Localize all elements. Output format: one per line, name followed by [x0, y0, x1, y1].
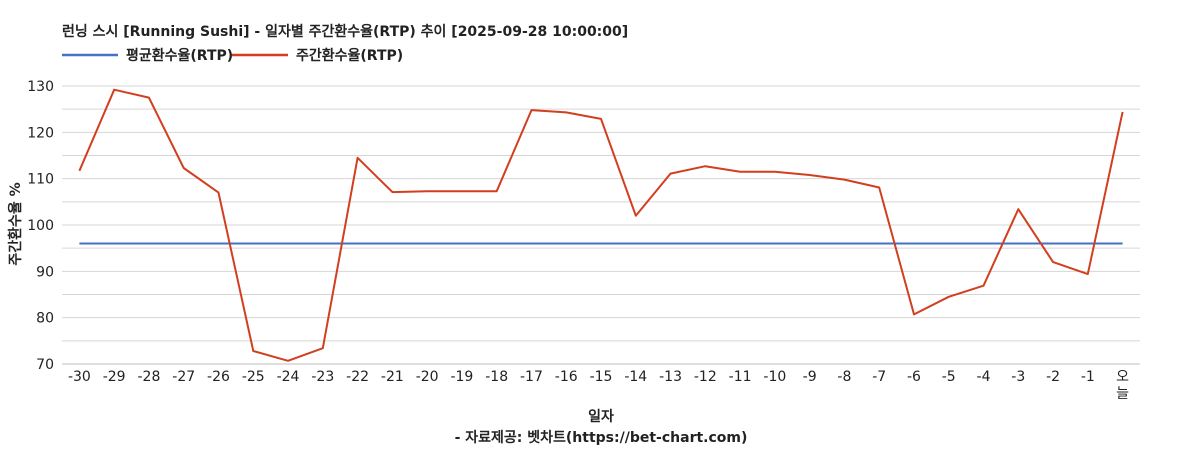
series-line-weekly [78, 88, 1124, 362]
x-tick-label: -25 [242, 369, 265, 385]
grid [62, 85, 1140, 365]
y-tick-label: 100 [27, 218, 54, 234]
x-tick-label: -2 [1046, 369, 1060, 385]
x-tick-label: -30 [68, 369, 91, 385]
x-axis-ticks: -30 -29 -28 -27 -26 -25 -24 -23 -22 -21 -20 -19 -18-… [68, 369, 1129, 402]
x-tick-label: -6 [907, 369, 921, 385]
y-tick-label: 130 [27, 79, 54, 95]
x-tick-label: -26 [207, 369, 230, 385]
x-tick-label: -10 [763, 369, 786, 385]
x-tick-label: -21 [381, 369, 404, 385]
y-tick-label: 90 [36, 264, 54, 280]
y-tick-label: 80 [36, 311, 54, 327]
y-tick-label: 120 [27, 125, 54, 141]
x-tick-label: -1 [1081, 369, 1095, 385]
x-tick-label: -20 [416, 369, 439, 385]
x-tick-label: -22 [346, 369, 369, 385]
source-credit: - 자료제공: 벳차트(https://bet-chart.com) [455, 429, 748, 446]
x-tick-label: -11 [729, 369, 752, 385]
series-lines [78, 88, 1124, 362]
x-tick-label: -29 [103, 369, 126, 385]
y-axis-ticks: 130 120 110 100 90 80 70 [27, 79, 54, 373]
y-axis-title: 주간환수율 % [7, 182, 24, 265]
legend-label-average: 평균환수율(RTP) [126, 47, 233, 64]
x-tick-label: -4 [977, 369, 991, 385]
chart-title: 런닝 스시 [Running Sushi] - 일자별 주간환수율(RTP) 추… [62, 23, 628, 40]
y-tick-label: 110 [27, 172, 54, 188]
legend-label-weekly: 주간환수율(RTP) [296, 47, 403, 64]
y-tick-label: 70 [36, 357, 54, 373]
x-tick-label: -19 [450, 369, 473, 385]
x-tick-label: -8 [837, 369, 851, 385]
x-tick-label: -7 [872, 369, 886, 385]
x-tick-label: -24 [277, 369, 300, 385]
x-tick-label: -18 [485, 369, 508, 385]
x-tick-label: -5 [942, 369, 956, 385]
legend: 평균환수율(RTP) 주간환수율(RTP) [62, 47, 403, 64]
x-tick-label: -3 [1011, 369, 1025, 385]
x-tick-label: -16 [555, 369, 578, 385]
x-tick-label: -9 [803, 369, 817, 385]
x-tick-label: -15 [590, 369, 613, 385]
x-tick-label: -27 [172, 369, 195, 385]
x-axis-title: 일자 [588, 409, 614, 425]
x-tick-label: -28 [137, 369, 160, 385]
x-tick-label: -14 [624, 369, 647, 385]
x-tick-label: -13 [659, 369, 682, 385]
x-tick-label: -23 [311, 369, 334, 385]
x-tick-label: -12 [694, 369, 717, 385]
x-tick-label: -17 [520, 369, 543, 385]
